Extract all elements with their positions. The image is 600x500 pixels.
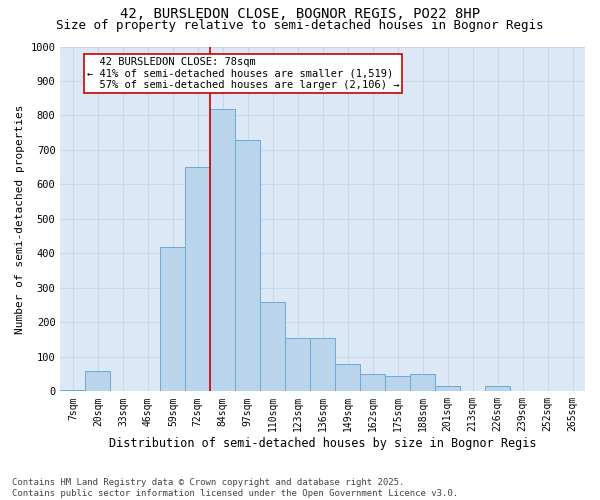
Bar: [285, 338, 310, 392]
Text: Contains HM Land Registry data © Crown copyright and database right 2025.
Contai: Contains HM Land Registry data © Crown c…: [12, 478, 458, 498]
Bar: [435, 386, 460, 392]
Text: 42 BURSLEDON CLOSE: 78sqm
← 41% of semi-detached houses are smaller (1,519)
  57: 42 BURSLEDON CLOSE: 78sqm ← 41% of semi-…: [86, 57, 399, 90]
Bar: [185, 167, 210, 392]
Bar: [160, 246, 185, 392]
Bar: [210, 108, 235, 392]
Bar: [61, 390, 85, 392]
Bar: [485, 386, 510, 392]
Text: Size of property relative to semi-detached houses in Bognor Regis: Size of property relative to semi-detach…: [56, 18, 544, 32]
Text: 42, BURSLEDON CLOSE, BOGNOR REGIS, PO22 8HP: 42, BURSLEDON CLOSE, BOGNOR REGIS, PO22 …: [120, 8, 480, 22]
Bar: [360, 374, 385, 392]
Bar: [410, 374, 435, 392]
Bar: [385, 376, 410, 392]
Bar: [260, 302, 285, 392]
Bar: [335, 364, 360, 392]
Y-axis label: Number of semi-detached properties: Number of semi-detached properties: [15, 104, 25, 334]
Bar: [310, 338, 335, 392]
X-axis label: Distribution of semi-detached houses by size in Bognor Regis: Distribution of semi-detached houses by …: [109, 437, 536, 450]
Bar: [85, 370, 110, 392]
Bar: [235, 140, 260, 392]
